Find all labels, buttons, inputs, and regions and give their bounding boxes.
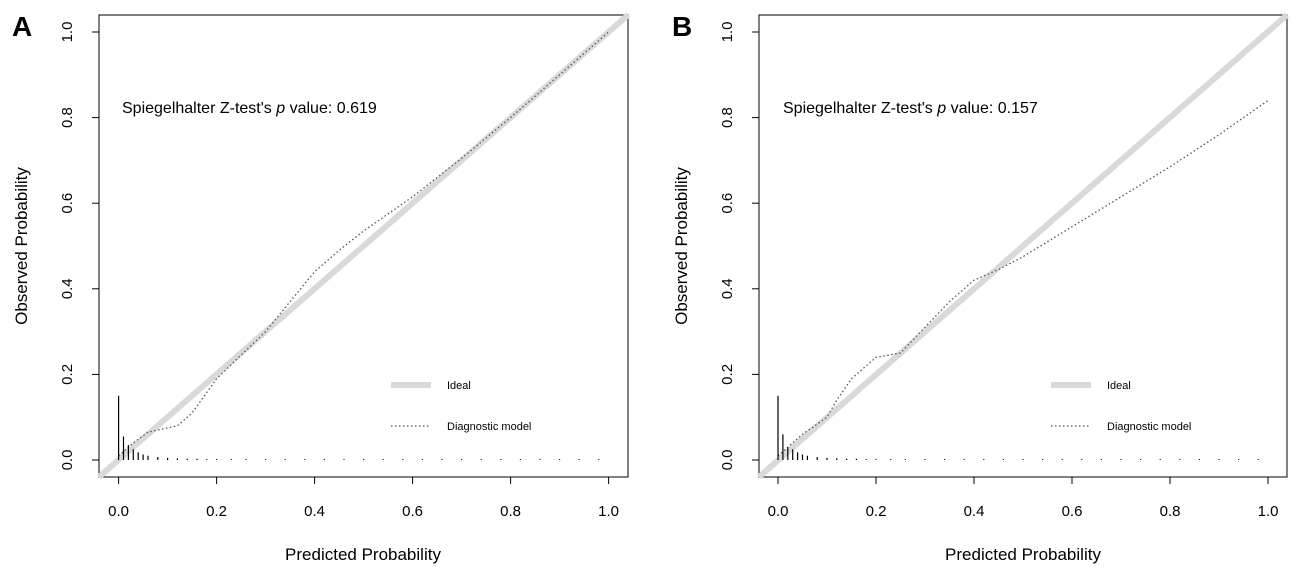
y-tick-labels-b: 0.0 0.2 0.4 0.6 0.8 1.0: [719, 22, 736, 471]
x-tick-label: 0.6: [1062, 503, 1083, 520]
ideal-line: [757, 12, 1289, 480]
y-tick-label: 0.0: [59, 450, 76, 471]
y-tick-label: 0.8: [719, 107, 736, 128]
diagnostic-model-curve: [777, 99, 1269, 457]
legend-a: Ideal Diagnostic model: [391, 380, 531, 433]
x-tick-label: 0.6: [402, 503, 423, 520]
data-layer-a: [92, 12, 630, 484]
legend-label-diagnostic-model: Diagnostic model: [447, 421, 531, 433]
panel-letter-b: B: [672, 11, 692, 42]
y-tick-label: 0.2: [719, 364, 736, 385]
panel-a: A 0.0 0.2 0.4 0.6 0.8 1.0 0.0 0.2 0.4 0.…: [12, 11, 630, 564]
x-tick-label: 0.2: [206, 503, 227, 520]
panel-letter-a: A: [12, 11, 32, 42]
x-tick-label: 0.4: [304, 503, 325, 520]
y-tick-label: 0.4: [719, 278, 736, 299]
x-tick-label: 0.0: [768, 503, 789, 520]
y-tick-label: 0.8: [59, 107, 76, 128]
x-axis-title-b: Predicted Probability: [945, 545, 1101, 564]
y-tick-label: 0.6: [59, 193, 76, 214]
y-tick-label: 0.0: [719, 450, 736, 471]
x-tick-label: 0.0: [108, 503, 129, 520]
y-tick-label: 1.0: [59, 22, 76, 43]
diagnostic-model-curve: [118, 31, 610, 457]
y-tick-labels-a: 0.0 0.2 0.4 0.6 0.8 1.0: [59, 22, 76, 471]
legend-b: Ideal Diagnostic model: [1051, 380, 1191, 433]
ideal-line: [97, 12, 630, 480]
x-tick-label: 0.8: [500, 503, 521, 520]
y-tick-label: 0.4: [59, 278, 76, 299]
legend-label-diagnostic-model: Diagnostic model: [1107, 421, 1191, 433]
y-tick-label: 1.0: [719, 22, 736, 43]
y-tick-label: 0.6: [719, 193, 736, 214]
x-tick-label: 0.4: [964, 503, 985, 520]
x-tick-label: 0.2: [866, 503, 887, 520]
legend-label-ideal: Ideal: [447, 380, 471, 392]
x-tick-labels-b: 0.0 0.2 0.4 0.6 0.8 1.0: [768, 503, 1279, 520]
panel-b: B 0.0 0.2 0.4 0.6 0.8 1.0 0.0 0.2 0.4 0.…: [672, 11, 1289, 564]
data-layer-b: [752, 12, 1289, 484]
x-axis-title-a: Predicted Probability: [285, 545, 441, 564]
plot-frame-b: [758, 14, 1288, 478]
plot-frame-a: [98, 14, 629, 478]
x-tick-labels-a: 0.0 0.2 0.4 0.6 0.8 1.0: [108, 503, 619, 520]
x-tick-label: 0.8: [1160, 503, 1181, 520]
y-axis-title-b: Observed Probability: [672, 167, 691, 325]
x-tick-label: 1.0: [1258, 503, 1279, 520]
x-tick-label: 1.0: [598, 503, 619, 520]
spiegelhalter-annotation-a: Spiegelhalter Z-test's p value: 0.619: [122, 100, 377, 117]
spiegelhalter-annotation-b: Spiegelhalter Z-test's p value: 0.157: [783, 100, 1038, 117]
legend-label-ideal: Ideal: [1107, 380, 1131, 392]
y-axis-title-a: Observed Probability: [12, 167, 31, 325]
y-tick-label: 0.2: [59, 364, 76, 385]
